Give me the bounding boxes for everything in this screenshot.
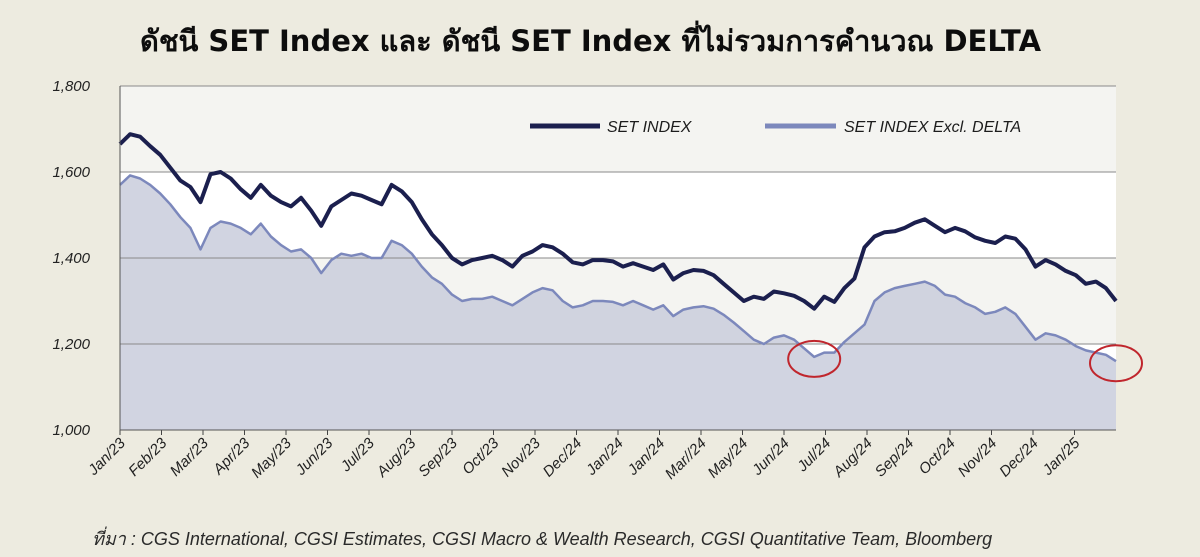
y-tick-label: 1,200 (52, 336, 90, 353)
x-tick-label: Oct/23 (459, 434, 503, 478)
x-tick-label: Jun/23 (292, 434, 337, 479)
legend-label-excl-delta: SET INDEX Excl. DELTA (844, 119, 1021, 136)
x-tick-label: Aug/24 (829, 435, 875, 481)
x-tick-label: Apr/23 (209, 434, 253, 478)
x-tick-label: Nov/24 (955, 435, 1001, 481)
chart-title: ดัชนี SET Index และ ดัชนี SET Index ที่ไ… (140, 24, 1042, 58)
x-tick-label: Jan/24 (624, 435, 669, 480)
series-line-excl-delta (119, 174, 1117, 363)
x-tick-label: Jul/23 (337, 434, 378, 475)
legend-label-set-index: SET INDEX (607, 119, 693, 136)
series-line-set-index (118, 132, 1118, 311)
y-tick-label: 1,600 (52, 164, 90, 181)
y-tick-label: 1,000 (52, 422, 90, 439)
y-tick-label: 1,800 (52, 78, 90, 95)
x-tick-label: Feb/23 (125, 434, 171, 480)
x-tick-label: Mar/23 (167, 434, 212, 479)
plot-band (120, 86, 1116, 172)
annotation-circle-jan25 (1089, 344, 1143, 383)
x-tick-label: Jul/24 (793, 435, 834, 476)
x-tick-label: Dec/24 (540, 435, 586, 481)
x-tick-label: Mar//24 (662, 435, 710, 483)
x-tick-label: Sep/23 (415, 434, 461, 480)
x-tick-label: Jan/24 (582, 435, 627, 480)
series-area-excl-delta (120, 175, 1116, 430)
x-tick-label: Dec/24 (996, 435, 1042, 481)
chart-area: 1,0001,2001,4001,6001,800Jan/23Feb/23Mar… (52, 78, 1143, 483)
x-tick-label: Jan/25 (1039, 434, 1084, 479)
x-tick-label: Aug/23 (373, 434, 420, 481)
x-tick-label: May/24 (705, 435, 752, 482)
x-tick-label: May/23 (248, 434, 295, 481)
annotation-circle-aug24 (787, 339, 842, 378)
y-tick-label: 1,400 (52, 250, 90, 267)
x-tick-label: Oct/24 (916, 435, 959, 478)
x-tick-label: Jan/23 (84, 434, 129, 479)
x-tick-label: Jun/24 (748, 435, 793, 480)
source-note: ที่มา : CGS International, CGSI Estimate… (92, 529, 993, 549)
x-tick-label: Sep/24 (872, 435, 918, 481)
x-tick-label: Nov/23 (498, 434, 544, 480)
plot-band (120, 172, 1116, 258)
